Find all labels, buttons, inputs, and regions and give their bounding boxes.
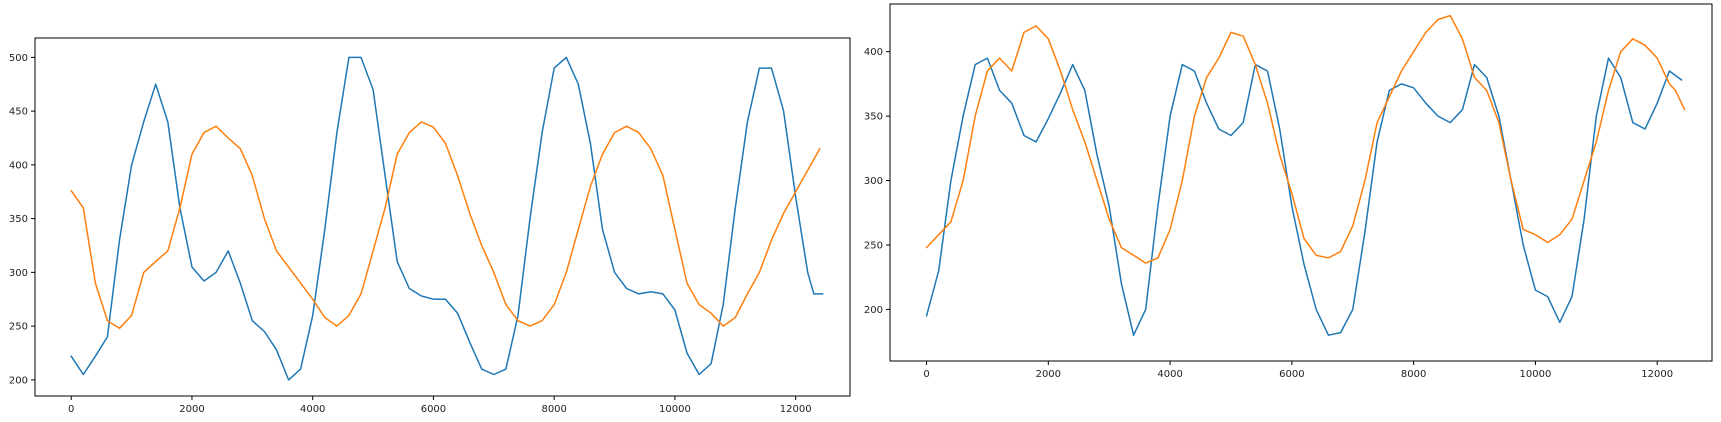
series-line-1	[925, 57, 1683, 336]
axes-frame	[889, 3, 1713, 362]
x-tick-label: 12000	[780, 404, 812, 415]
x-tick-label: 0	[68, 404, 74, 415]
y-tick-label: 400	[864, 47, 883, 58]
axes-frame	[34, 37, 851, 397]
x-tick-label: 0	[923, 369, 929, 380]
y-tick-label: 300	[864, 176, 883, 187]
x-tick-label: 12000	[1641, 369, 1673, 380]
y-tick-label: 350	[9, 214, 28, 225]
y-tick-label: 450	[9, 107, 28, 118]
series-line-1	[70, 56, 824, 381]
series-line-2	[925, 14, 1686, 264]
y-tick-label: 250	[864, 241, 883, 252]
y-tick-label: 300	[9, 268, 28, 279]
left-line-chart: 0 2000 4000 6000 8000 10000 12000 200 250 300 350 4…	[9, 37, 851, 415]
x-tick-label: 8000	[541, 404, 566, 415]
x-tick-label: 2000	[179, 404, 204, 415]
y-tick-label: 200	[9, 375, 28, 386]
x-tick-label: 8000	[1401, 369, 1426, 380]
y-tick-label: 200	[864, 305, 883, 316]
x-tick-label: 6000	[421, 404, 446, 415]
x-tick-label: 6000	[1279, 369, 1304, 380]
x-tick-label: 4000	[1157, 369, 1182, 380]
x-tick-label: 2000	[1036, 369, 1061, 380]
x-tick-label: 4000	[300, 404, 325, 415]
y-tick-label: 400	[9, 160, 28, 171]
y-tick-label: 250	[9, 322, 28, 333]
y-tick-label: 350	[864, 112, 883, 123]
right-line-chart: 0 2000 4000 6000 8000 10000 12000 200 250 300 350 4…	[864, 3, 1713, 380]
series-line-2	[70, 121, 821, 330]
y-tick-label: 500	[9, 53, 28, 64]
x-tick-label: 10000	[1520, 369, 1552, 380]
x-tick-label: 10000	[659, 404, 691, 415]
